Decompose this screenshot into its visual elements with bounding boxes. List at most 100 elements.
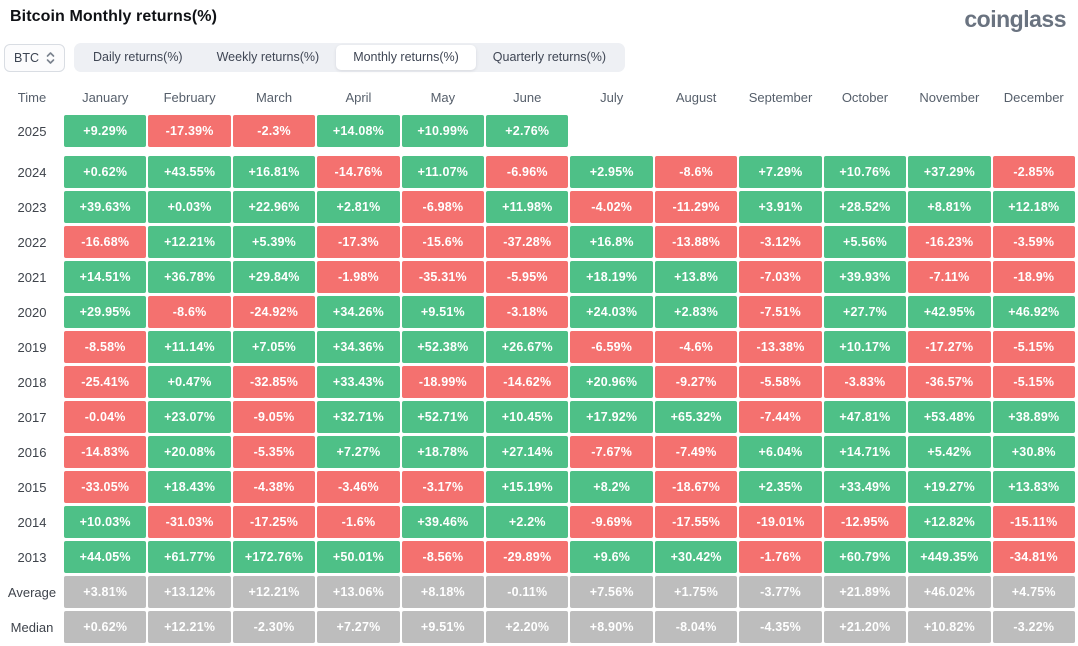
return-cell-median-june: +2.20%: [486, 611, 569, 643]
row-label-2018: 2018: [17, 374, 47, 390]
return-cell-2016-december: +30.8%: [992, 436, 1075, 468]
return-cell-2013-july: +9.6%: [570, 541, 653, 573]
return-cell-2016-april: +7.27%: [317, 436, 400, 468]
return-cell-2016-november: +5.42%: [908, 436, 991, 468]
tab-monthly-returns[interactable]: Monthly returns(%): [336, 45, 476, 70]
return-cell-2022-july: +16.8%: [570, 226, 653, 258]
return-cell-2015-december: +13.83%: [992, 471, 1075, 503]
coinglass-logo[interactable]: coinglass: [964, 6, 1066, 32]
return-cell-2019-january: -8.58%: [64, 331, 147, 363]
returns-table: Time January February March April May June July…: [0, 82, 1078, 643]
return-cell-average-october: +21.89%: [823, 576, 907, 608]
return-cell-2018-november: -36.57%: [908, 366, 991, 398]
return-cell-average-may: +8.18%: [401, 576, 485, 608]
return-cell-2024-august: -8.6%: [654, 156, 738, 188]
table-row-2025: 2025 +9.29% -17.39% -2.3% +14.08% +10.99% +2.7…: [2, 115, 1075, 147]
tab-daily-returns[interactable]: Daily returns(%): [93, 50, 183, 64]
return-cell-2017-march: -9.05%: [232, 401, 316, 433]
return-cell-2016-march: -5.35%: [232, 436, 316, 468]
return-cell-2022-december: -3.59%: [992, 226, 1075, 258]
return-cell-2019-june: +26.67%: [486, 331, 569, 363]
return-cell-median-october: +21.20%: [823, 611, 907, 643]
return-cell-2014-august: -17.55%: [654, 506, 738, 538]
return-cell-2018-july: +20.96%: [570, 366, 653, 398]
coin-selector[interactable]: BTC: [4, 43, 65, 72]
return-cell-average-december: +4.75%: [992, 576, 1075, 608]
return-cell-2023-september: +3.91%: [739, 191, 822, 223]
row-label-2023: 2023: [17, 199, 47, 215]
return-cell-2015-october: +33.49%: [823, 471, 907, 503]
return-cell-2021-may: -35.31%: [401, 261, 485, 293]
return-cell-2018-september: -5.58%: [739, 366, 822, 398]
return-cell-2022-march: +5.39%: [232, 226, 316, 258]
top-bar: Bitcoin Monthly returns(%) coinglass: [0, 0, 1078, 31]
return-cell-2020-september: -7.51%: [739, 296, 822, 328]
return-cell-2025-march: -2.3%: [232, 115, 316, 147]
return-cell-2023-may: -6.98%: [401, 191, 485, 223]
table-row-2015: 2015 -33.05% +18.43% -4.38% -3.46% -3.17% +15.…: [2, 471, 1075, 503]
return-cell-2021-february: +36.78%: [148, 261, 231, 293]
return-cell-2022-august: -13.88%: [654, 226, 738, 258]
return-cell-2022-october: +5.56%: [823, 226, 907, 258]
return-cell-2014-december: -15.11%: [992, 506, 1075, 538]
row-label-2024: 2024: [17, 164, 47, 180]
return-cell-2024-june: -6.96%: [486, 156, 569, 188]
return-cell-2016-january: -14.83%: [64, 436, 147, 468]
row-label-2022: 2022: [17, 234, 47, 250]
tab-quarterly-returns[interactable]: Quarterly returns(%): [492, 50, 607, 64]
return-cell-2021-june: -5.95%: [486, 261, 569, 293]
return-cell-2025-january: +9.29%: [64, 115, 147, 147]
return-cell-2019-march: +7.05%: [232, 331, 316, 363]
return-cell-2024-january: +0.62%: [64, 156, 147, 188]
return-cell-2024-april: -14.76%: [317, 156, 400, 188]
page-title: Bitcoin Monthly returns(%): [10, 8, 218, 25]
col-header-september: September: [748, 89, 813, 105]
return-cell-2021-january: +14.51%: [64, 261, 147, 293]
row-label-average: Average: [7, 584, 57, 600]
return-cell-2013-march: +172.76%: [232, 541, 316, 573]
col-header-october: October: [841, 89, 889, 105]
coin-selector-label: BTC: [14, 50, 39, 65]
return-cell-2013-december: -34.81%: [992, 541, 1075, 573]
return-cell-2016-july: -7.67%: [570, 436, 653, 468]
return-cell-2015-november: +19.27%: [908, 471, 991, 503]
return-cell-2016-october: +14.71%: [823, 436, 907, 468]
return-cell-2014-february: -31.03%: [148, 506, 231, 538]
return-cell-median-january: +0.62%: [64, 611, 147, 643]
return-cell-2021-december: -18.9%: [992, 261, 1075, 293]
return-cell-average-september: -3.77%: [739, 576, 822, 608]
table-body: 2025 +9.29% -17.39% -2.3% +14.08% +10.99% +2.7…: [2, 115, 1075, 643]
return-cell-2024-october: +10.76%: [823, 156, 907, 188]
return-cell-2017-may: +52.71%: [401, 401, 485, 433]
return-cell-2020-november: +42.95%: [908, 296, 991, 328]
return-cell-2017-april: +32.71%: [317, 401, 400, 433]
return-cell-2019-december: -5.15%: [992, 331, 1075, 363]
return-cell-2013-september: -1.76%: [739, 541, 822, 573]
row-label-2013: 2013: [17, 549, 47, 565]
return-cell-2021-november: -7.11%: [908, 261, 991, 293]
return-cell-2016-september: +6.04%: [739, 436, 822, 468]
return-cell-2022-february: +12.21%: [148, 226, 231, 258]
return-cell-2023-july: -4.02%: [570, 191, 653, 223]
return-cell-2023-january: +39.63%: [64, 191, 147, 223]
table-row-2016: 2016 -14.83% +20.08% -5.35% +7.27% +18.78% +27…: [2, 436, 1075, 468]
up-down-chevrons-icon: [46, 51, 55, 65]
return-cell-2024-november: +37.29%: [908, 156, 991, 188]
return-cell-median-april: +7.27%: [317, 611, 400, 643]
return-cell-2013-october: +60.79%: [823, 541, 907, 573]
tab-weekly-returns[interactable]: Weekly returns(%): [216, 50, 320, 64]
col-header-january: January: [82, 89, 129, 105]
col-header-april: April: [345, 89, 372, 105]
col-header-december: December: [1003, 89, 1064, 105]
return-cell-2017-february: +23.07%: [148, 401, 231, 433]
return-cell-average-january: +3.81%: [64, 576, 147, 608]
returns-tab-group: Daily returns(%) Weekly returns(%) Monthly…: [74, 43, 626, 72]
return-cell-2018-august: -9.27%: [654, 366, 738, 398]
return-cell-2024-february: +43.55%: [148, 156, 231, 188]
return-cell-2024-july: +2.95%: [570, 156, 653, 188]
return-cell-2013-august: +30.42%: [654, 541, 738, 573]
return-cell-2020-may: +9.51%: [401, 296, 485, 328]
return-cell-2013-november: +449.35%: [908, 541, 991, 573]
return-cell-median-february: +12.21%: [148, 611, 231, 643]
return-cell-2017-october: +47.81%: [823, 401, 907, 433]
